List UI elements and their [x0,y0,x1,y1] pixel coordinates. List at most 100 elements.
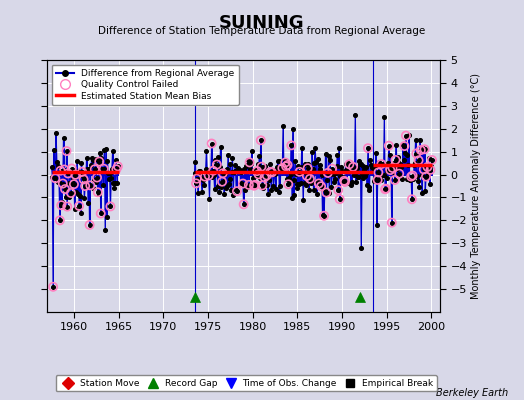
Point [57,168,65,174]
Point [278,165,287,171]
Point [312,190,321,197]
Point [272,167,280,173]
Legend: Station Move, Record Gap, Time of Obs. Change, Empirical Break: Station Move, Record Gap, Time of Obs. C… [56,375,437,392]
Point [417,147,425,153]
Point [83,166,92,172]
Point [243,184,251,190]
Point [70,181,78,187]
Point [196,171,205,178]
Point [315,166,324,172]
Point [55,179,63,185]
Point [57,202,66,208]
Point [303,173,311,179]
Point [293,180,301,187]
Point [358,171,366,178]
Point [100,166,108,172]
Point [364,145,372,151]
Point [112,166,121,172]
Point [257,164,266,170]
Point [347,178,356,185]
Point [252,167,260,174]
Point [394,158,402,165]
Point [296,169,304,175]
Point [262,165,270,172]
Point [50,147,58,153]
Point [233,188,241,194]
Point [194,190,202,196]
Point [318,172,326,178]
Point [222,185,230,191]
Point [411,136,420,143]
Point [422,173,430,180]
Point [342,167,351,173]
Point [334,187,342,193]
Point [388,165,397,171]
Point [225,181,233,188]
Point [81,183,89,189]
Point [326,171,335,178]
Point [225,176,234,182]
Point [250,182,259,188]
Point [407,173,416,180]
Point [261,162,269,169]
Point [322,189,331,196]
Point [62,148,71,154]
Point [231,162,239,168]
Point [220,191,228,197]
Point [275,189,283,195]
Point [254,161,262,167]
Point [211,186,219,192]
Point [110,184,118,191]
Point [245,159,254,166]
Point [383,168,391,174]
Point [303,165,312,171]
Point [82,179,90,185]
Point [263,172,271,179]
Point [89,185,97,191]
Point [206,172,214,178]
Point [413,178,422,184]
Point [314,180,323,187]
Point [395,170,403,177]
Point [335,196,344,202]
Point [387,165,395,171]
Point [372,150,380,156]
Point [308,149,316,156]
Point [234,165,242,171]
Point [60,166,69,173]
Point [394,154,402,160]
Point [93,174,101,181]
Point [59,135,68,141]
Point [317,183,325,190]
Point [254,171,263,178]
Point [260,174,269,180]
Point [343,180,351,186]
Point [292,185,301,191]
Point [390,160,398,166]
Point [257,164,266,170]
Text: Berkeley Earth: Berkeley Earth [436,388,508,398]
Point [422,164,431,171]
Point [362,164,370,170]
Point [341,179,349,185]
Point [104,170,112,176]
Point [351,170,359,176]
Point [221,170,229,177]
Point [276,183,285,190]
Point [314,180,323,187]
Point [417,172,425,178]
Point [408,172,417,179]
Point [245,182,253,188]
Point [61,186,69,192]
Point [268,166,277,173]
Point [202,166,210,173]
Point [102,146,110,153]
Point [301,161,310,167]
Point [310,187,318,194]
Point [411,159,419,166]
Point [64,194,73,200]
Point [388,165,397,171]
Point [64,170,72,177]
Point [275,158,283,164]
Point [283,162,292,168]
